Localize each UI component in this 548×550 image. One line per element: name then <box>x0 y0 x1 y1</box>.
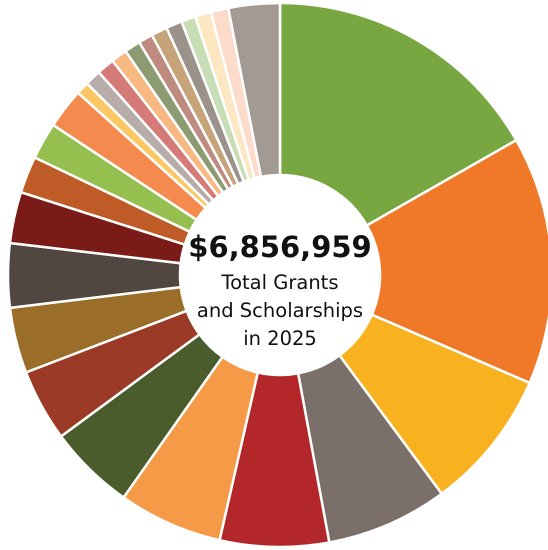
donut-slice-2 <box>365 138 548 385</box>
donut-slices <box>6 1 548 549</box>
donut-slice-1 <box>278 1 518 227</box>
center-line-1: Total Grants <box>221 271 339 294</box>
center-line-2: and Scholarships <box>197 299 363 322</box>
total-amount: $6,856,959 <box>188 230 371 264</box>
center-line-3: in 2025 <box>243 327 317 350</box>
donut-slice-26 <box>227 1 282 179</box>
center-label: $6,856,959 Total Grants and Scholarships… <box>188 230 371 350</box>
